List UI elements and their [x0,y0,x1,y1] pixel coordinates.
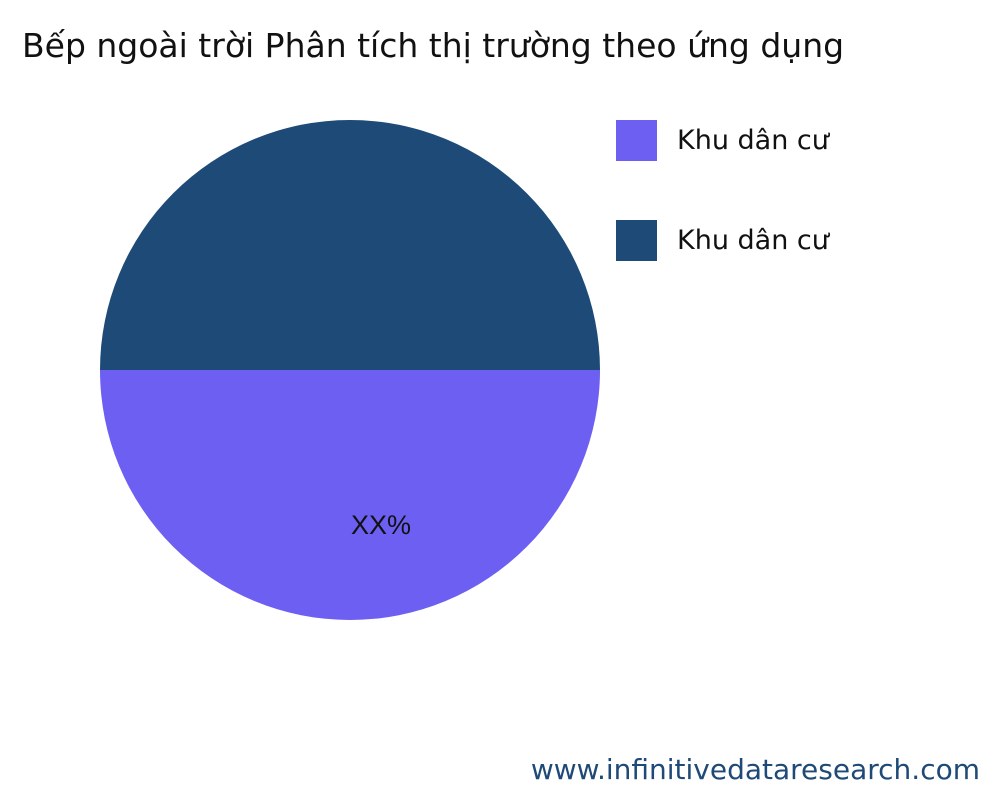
legend-item: Khu dân cư [616,119,829,161]
legend-swatch [616,119,657,161]
website-link[interactable]: www.infinitivedataresearch.com [530,753,980,786]
pie-slice [100,120,600,370]
legend-label: Khu dân cư [677,224,829,256]
slice-label: XX% [351,510,411,540]
legend-swatch [616,219,657,261]
legend-label: Khu dân cư [677,124,829,156]
chart-title: Bếp ngoài trời Phân tích thị trường theo… [22,26,845,65]
pie-slice [100,370,600,620]
legend-item: Khu dân cư [616,219,829,261]
